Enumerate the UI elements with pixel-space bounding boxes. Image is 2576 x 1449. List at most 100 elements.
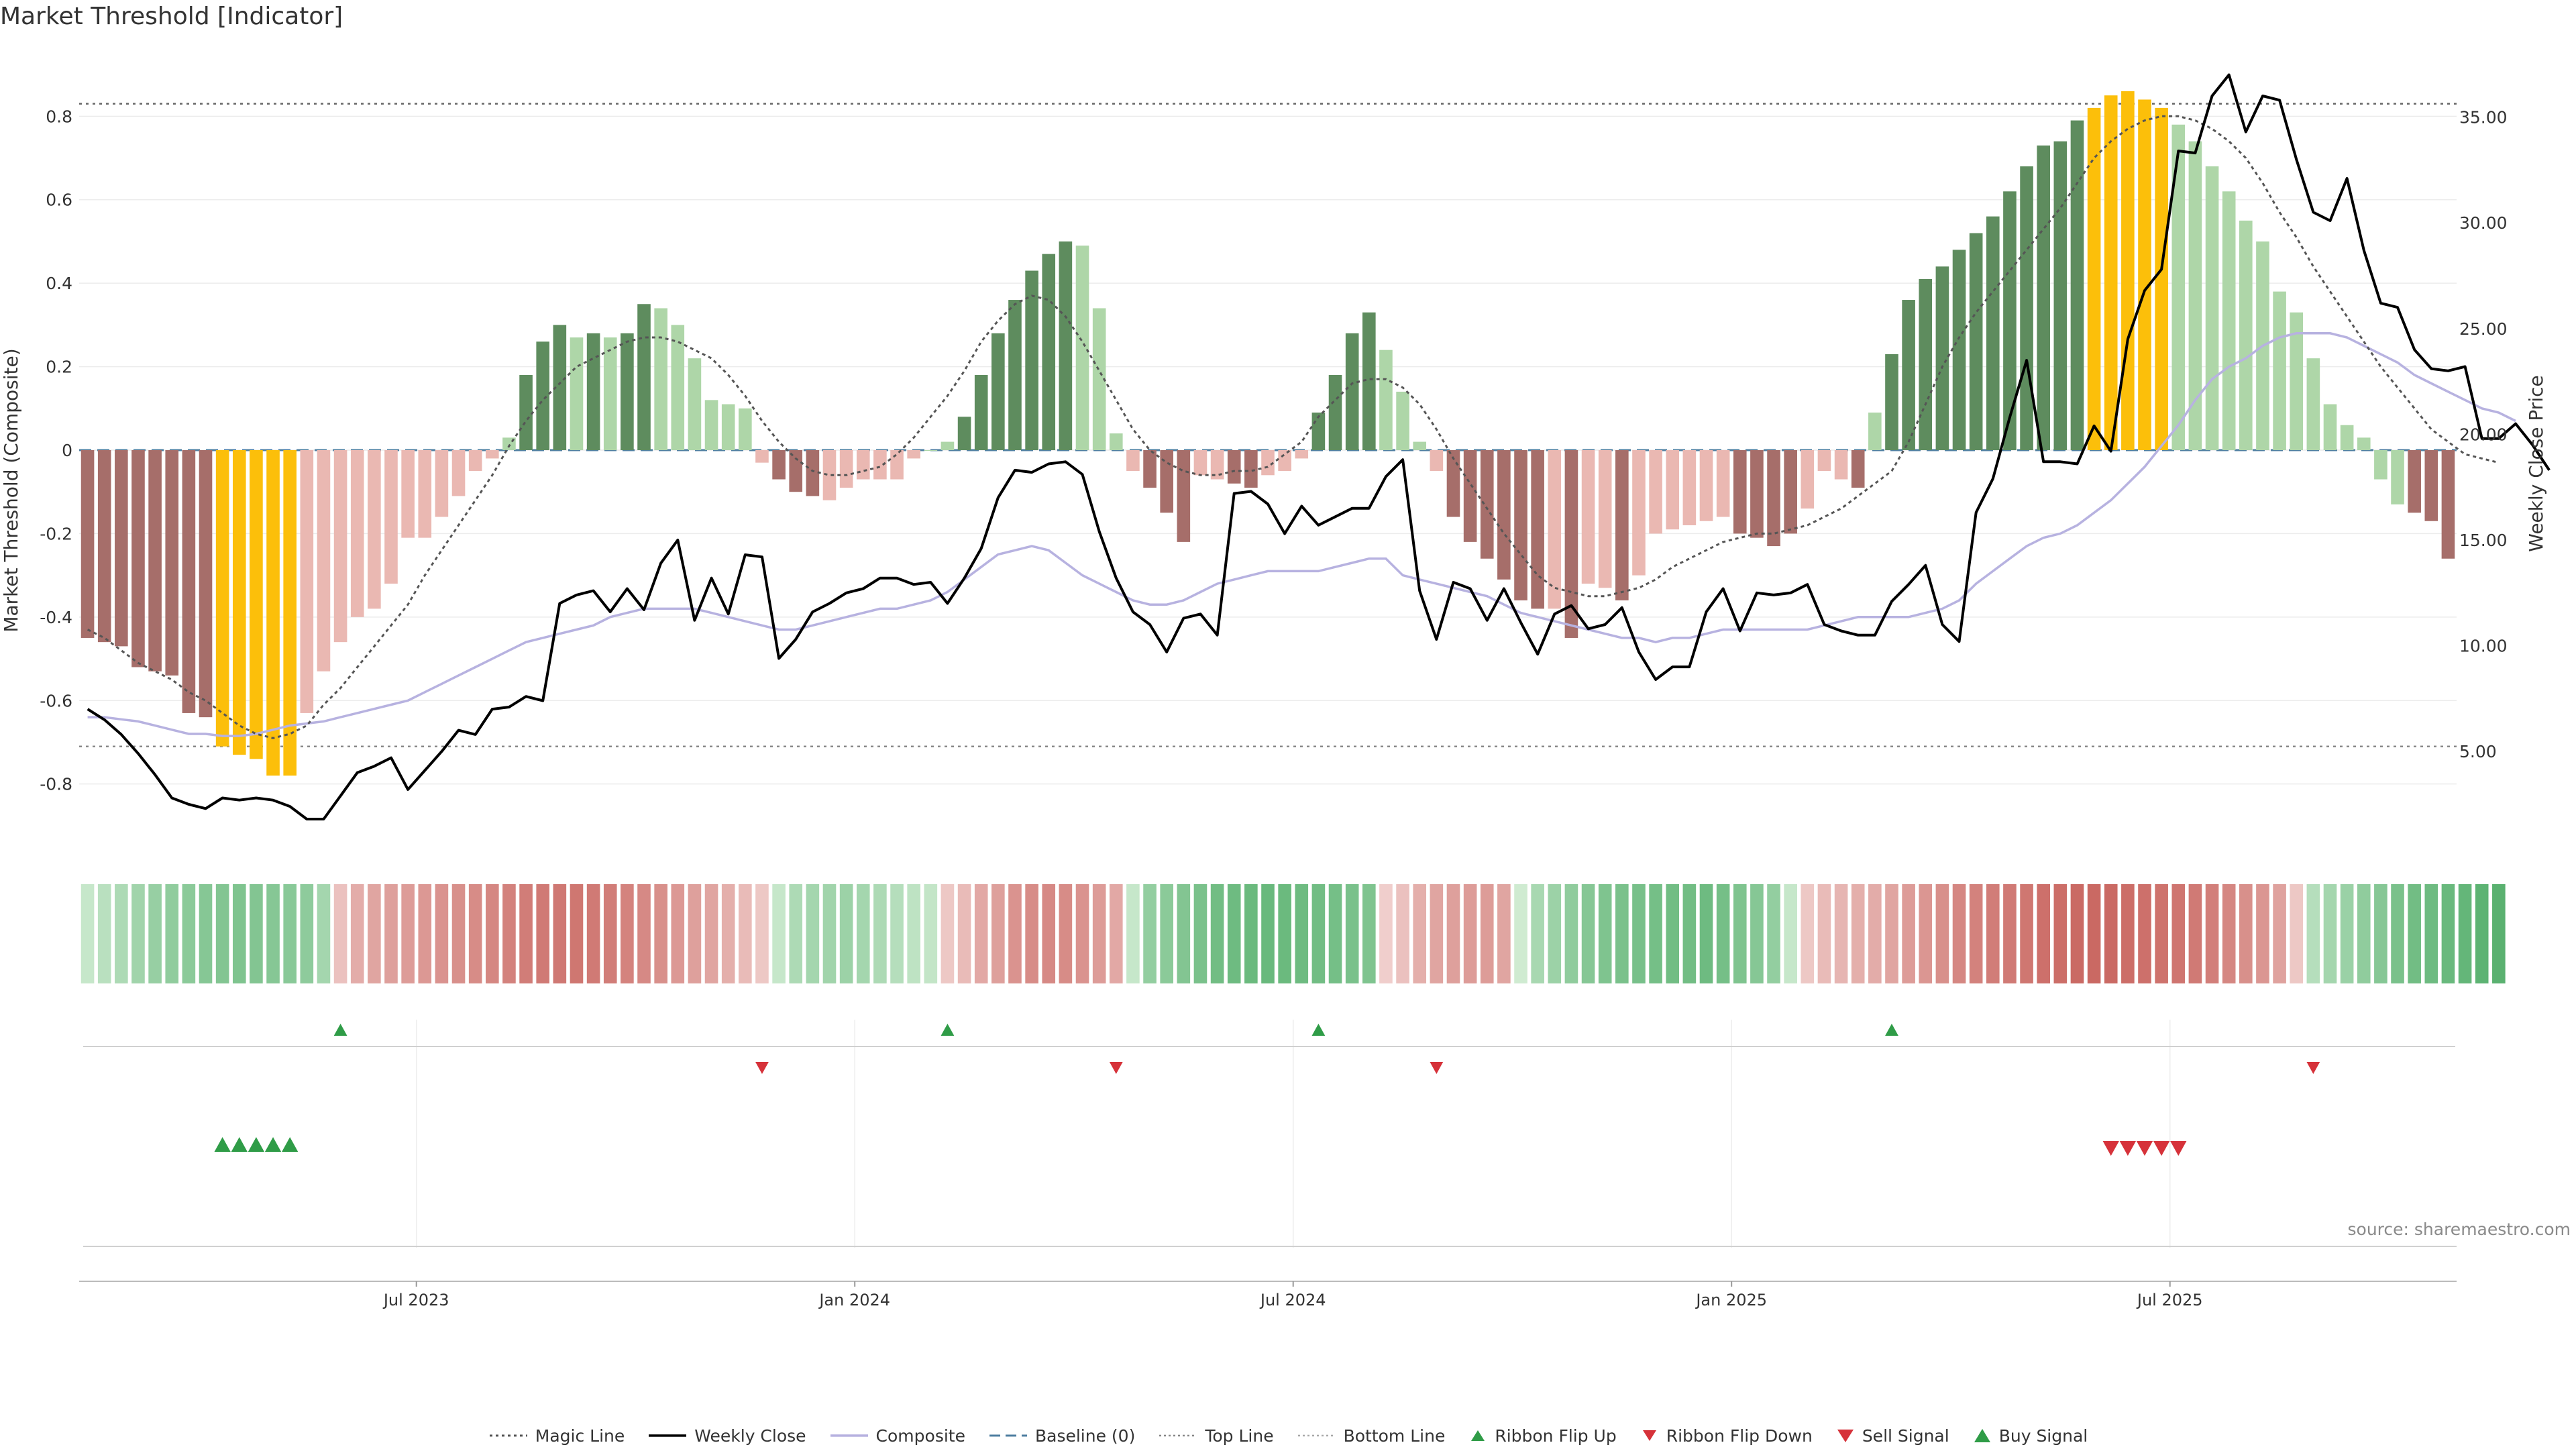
ribbon-cell [283, 884, 297, 983]
buy-signal-marker [231, 1137, 248, 1152]
composite-bar [1345, 333, 1359, 450]
composite-bar [586, 333, 600, 450]
composite-bar [974, 375, 988, 450]
ribbon-cell [1025, 884, 1038, 983]
y-tick-label: -0.2 [40, 524, 72, 543]
ribbon-cell [2408, 884, 2421, 983]
y-right-tick-label: 35.00 [2459, 108, 2508, 127]
x-tick-label: Jul 2025 [2136, 1291, 2203, 1309]
composite-bar [1682, 450, 1697, 525]
buy-triangle-icon [1972, 1428, 1992, 1444]
y-tick-label: 0.6 [46, 191, 72, 210]
ribbon-cell [1227, 884, 1241, 983]
ribbon-cell [1295, 884, 1309, 983]
triangle-up-icon [1468, 1428, 1488, 1444]
composite-bar [873, 450, 887, 480]
composite-bar [2020, 166, 2033, 450]
ribbon-cell [2374, 884, 2387, 983]
ribbon-cell [1362, 884, 1376, 983]
y-right-tick-label: 20.00 [2459, 425, 2508, 444]
ribbon-cell [570, 884, 584, 983]
composite-bar [1042, 254, 1056, 450]
ribbon-cell [621, 884, 634, 983]
ribbon-cell [2138, 884, 2151, 983]
composite-bar [2037, 145, 2051, 450]
ribbon-flip-up-marker [1885, 1024, 1898, 1036]
composite-bar [890, 450, 904, 480]
composite-bar [1952, 250, 1966, 450]
composite-bar [451, 450, 466, 496]
ribbon-cell [1463, 884, 1477, 983]
composite-bar [384, 450, 398, 584]
legend-label-magic-line: Magic Line [535, 1426, 625, 1446]
composite-bar [1885, 354, 1898, 450]
ribbon-cell [519, 884, 533, 983]
composite-bar [1935, 266, 1949, 450]
composite-bar [1767, 450, 1780, 547]
ribbon-cell [97, 884, 111, 983]
legend-item-magic-line: Magic Line [488, 1426, 625, 1446]
legend-label-ribbon-flip-down: Ribbon Flip Down [1666, 1426, 1813, 1446]
ribbon-cell [2053, 884, 2068, 983]
composite-bar [1244, 450, 1258, 488]
composite-bar [1986, 216, 2000, 450]
composite-bar [350, 450, 364, 617]
composite-bar [2323, 404, 2337, 450]
ribbon-cell [957, 884, 971, 983]
ribbon-cell [2070, 884, 2084, 983]
composite-bar [2391, 450, 2404, 504]
ribbon-cell [1902, 884, 1915, 983]
composite-bar [1446, 450, 1460, 517]
composite-bar [1902, 300, 1915, 450]
composite-bar [1210, 450, 1224, 480]
ribbon-cell [1682, 884, 1697, 983]
ribbon-cell [2205, 884, 2219, 983]
composite-bar [603, 337, 617, 450]
composite-bar [1075, 246, 1089, 450]
axes: -0.8 -0.6 -0.4 -0.2 0 0.2 0.4 0.6 0.8 5.00 10.00 15… [0, 107, 2547, 1309]
ribbon-flip-down-marker [1430, 1062, 1444, 1074]
composite-bar [789, 450, 803, 492]
composite-bar [621, 333, 634, 450]
composite-bar [97, 450, 111, 643]
composite-bar [300, 450, 314, 713]
page-title: Market Threshold [Indicator] [0, 3, 343, 30]
ribbon-cell [1396, 884, 1409, 983]
composite-bar [1430, 450, 1444, 472]
sell-signal-marker [2102, 1141, 2119, 1156]
ribbon-cell [182, 884, 196, 983]
buy-signal-marker [264, 1137, 282, 1152]
ribbon-cell [1919, 884, 1933, 983]
ribbon-cell [704, 884, 718, 983]
composite-bar [2104, 95, 2118, 451]
ribbon-cell [1868, 884, 1882, 983]
ribbon-cell [131, 884, 145, 983]
composite-bar [839, 450, 853, 488]
composite-bar [435, 450, 449, 517]
composite-bar [2205, 166, 2219, 450]
ribbon-cell [80, 884, 95, 983]
ribbon-cell [772, 884, 786, 983]
composite-bar [1328, 375, 1342, 450]
ribbon-cell [924, 884, 938, 983]
legend-item-baseline: Baseline (0) [988, 1426, 1135, 1446]
x-tick-label: Jul 2023 [382, 1291, 449, 1309]
y-tick-label: -0.4 [40, 608, 72, 627]
composite-bar [1598, 450, 1612, 588]
ribbon-cell [1514, 884, 1527, 983]
composite-bar [2138, 99, 2151, 450]
composite-bar [2053, 141, 2068, 451]
composite-bar [148, 450, 162, 672]
composite-bar [1059, 241, 1073, 450]
composite-bar [637, 304, 651, 450]
composite-bar [2441, 450, 2455, 559]
ribbon-cell [250, 884, 263, 983]
legend-swatch-magic-line [488, 1428, 529, 1444]
composite-bar [2188, 141, 2202, 451]
composite-bar [822, 450, 837, 500]
ribbon-cell [1278, 884, 1291, 983]
composite-bar [806, 450, 820, 496]
source-note: source: sharemaestro.com [2347, 1220, 2571, 1239]
ribbon-cell [907, 884, 920, 983]
ribbon-cell [1126, 884, 1140, 983]
